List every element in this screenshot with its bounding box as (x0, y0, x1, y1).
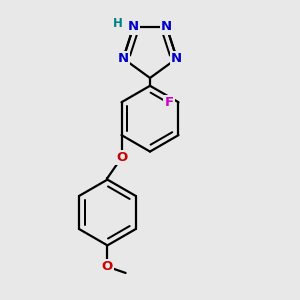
Text: N: N (171, 52, 182, 65)
Text: O: O (116, 151, 127, 164)
Text: N: N (118, 52, 129, 65)
Text: H: H (113, 17, 123, 30)
Text: N: N (128, 20, 139, 34)
Text: F: F (164, 96, 174, 109)
Text: N: N (161, 20, 172, 34)
Text: O: O (102, 260, 113, 273)
